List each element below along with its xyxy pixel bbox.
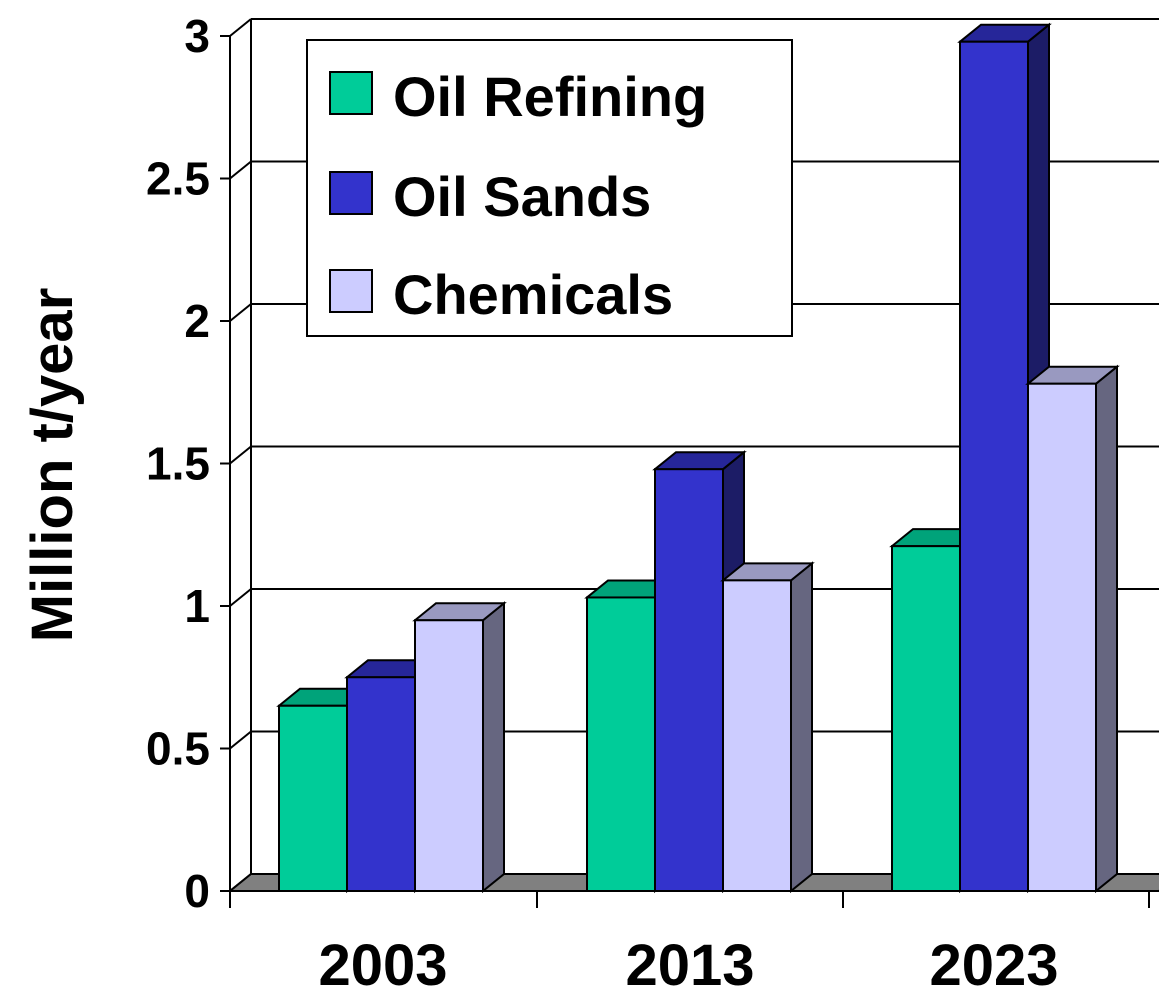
bar — [720, 561, 815, 894]
gridline-depth — [229, 588, 252, 607]
bar-front — [1027, 382, 1097, 892]
legend-label: Oil Refining — [393, 65, 707, 128]
y-tick-labels: 0 0.5 1 1.5 2 2.5 3 — [146, 10, 210, 917]
y-tick-label: 0 — [184, 865, 210, 917]
legend-label: Oil Sands — [393, 165, 651, 228]
bars-group — [276, 22, 1120, 894]
bar-side — [482, 601, 505, 894]
legend-swatch — [329, 71, 373, 115]
y-tick-label: 0.5 — [146, 723, 210, 775]
gridline-depth — [229, 18, 252, 37]
legend-box — [306, 39, 793, 337]
x-category-label: 2023 — [929, 933, 1058, 993]
bar-side — [790, 561, 813, 894]
legend-swatch — [329, 269, 373, 313]
bar-front — [414, 619, 484, 892]
legend-swatch — [329, 171, 373, 215]
bar-front — [722, 579, 792, 892]
gridline-depth — [229, 303, 252, 322]
x-category-label: 2003 — [318, 933, 447, 993]
bar-front — [346, 676, 416, 892]
legend: Oil Refining Oil Sands Chemicals — [306, 39, 793, 337]
x-category-labels: 2003 2013 2023 — [318, 933, 1058, 993]
gridline-depth — [229, 730, 252, 750]
y-axis-label: Million t/year — [20, 288, 85, 643]
y-tick-label: 1.5 — [146, 438, 210, 490]
bar-front — [654, 468, 724, 892]
y-tick-label: 1 — [184, 580, 210, 632]
bar-front — [891, 545, 961, 893]
bar-front — [586, 596, 656, 892]
gridline-depth — [229, 160, 252, 180]
y-tick-label: 2.5 — [146, 153, 210, 205]
legend-label: Chemicals — [393, 263, 673, 326]
bar-front — [959, 40, 1029, 892]
bar-side — [1095, 364, 1118, 894]
bar — [412, 601, 507, 894]
x-category-label: 2013 — [625, 933, 754, 993]
axes-group — [220, 35, 1159, 908]
y-tick-label: 2 — [184, 295, 210, 347]
gridline-depth — [229, 445, 252, 465]
y-tick-label: 3 — [184, 10, 210, 62]
bar — [1025, 364, 1120, 894]
bar-front — [278, 704, 348, 892]
